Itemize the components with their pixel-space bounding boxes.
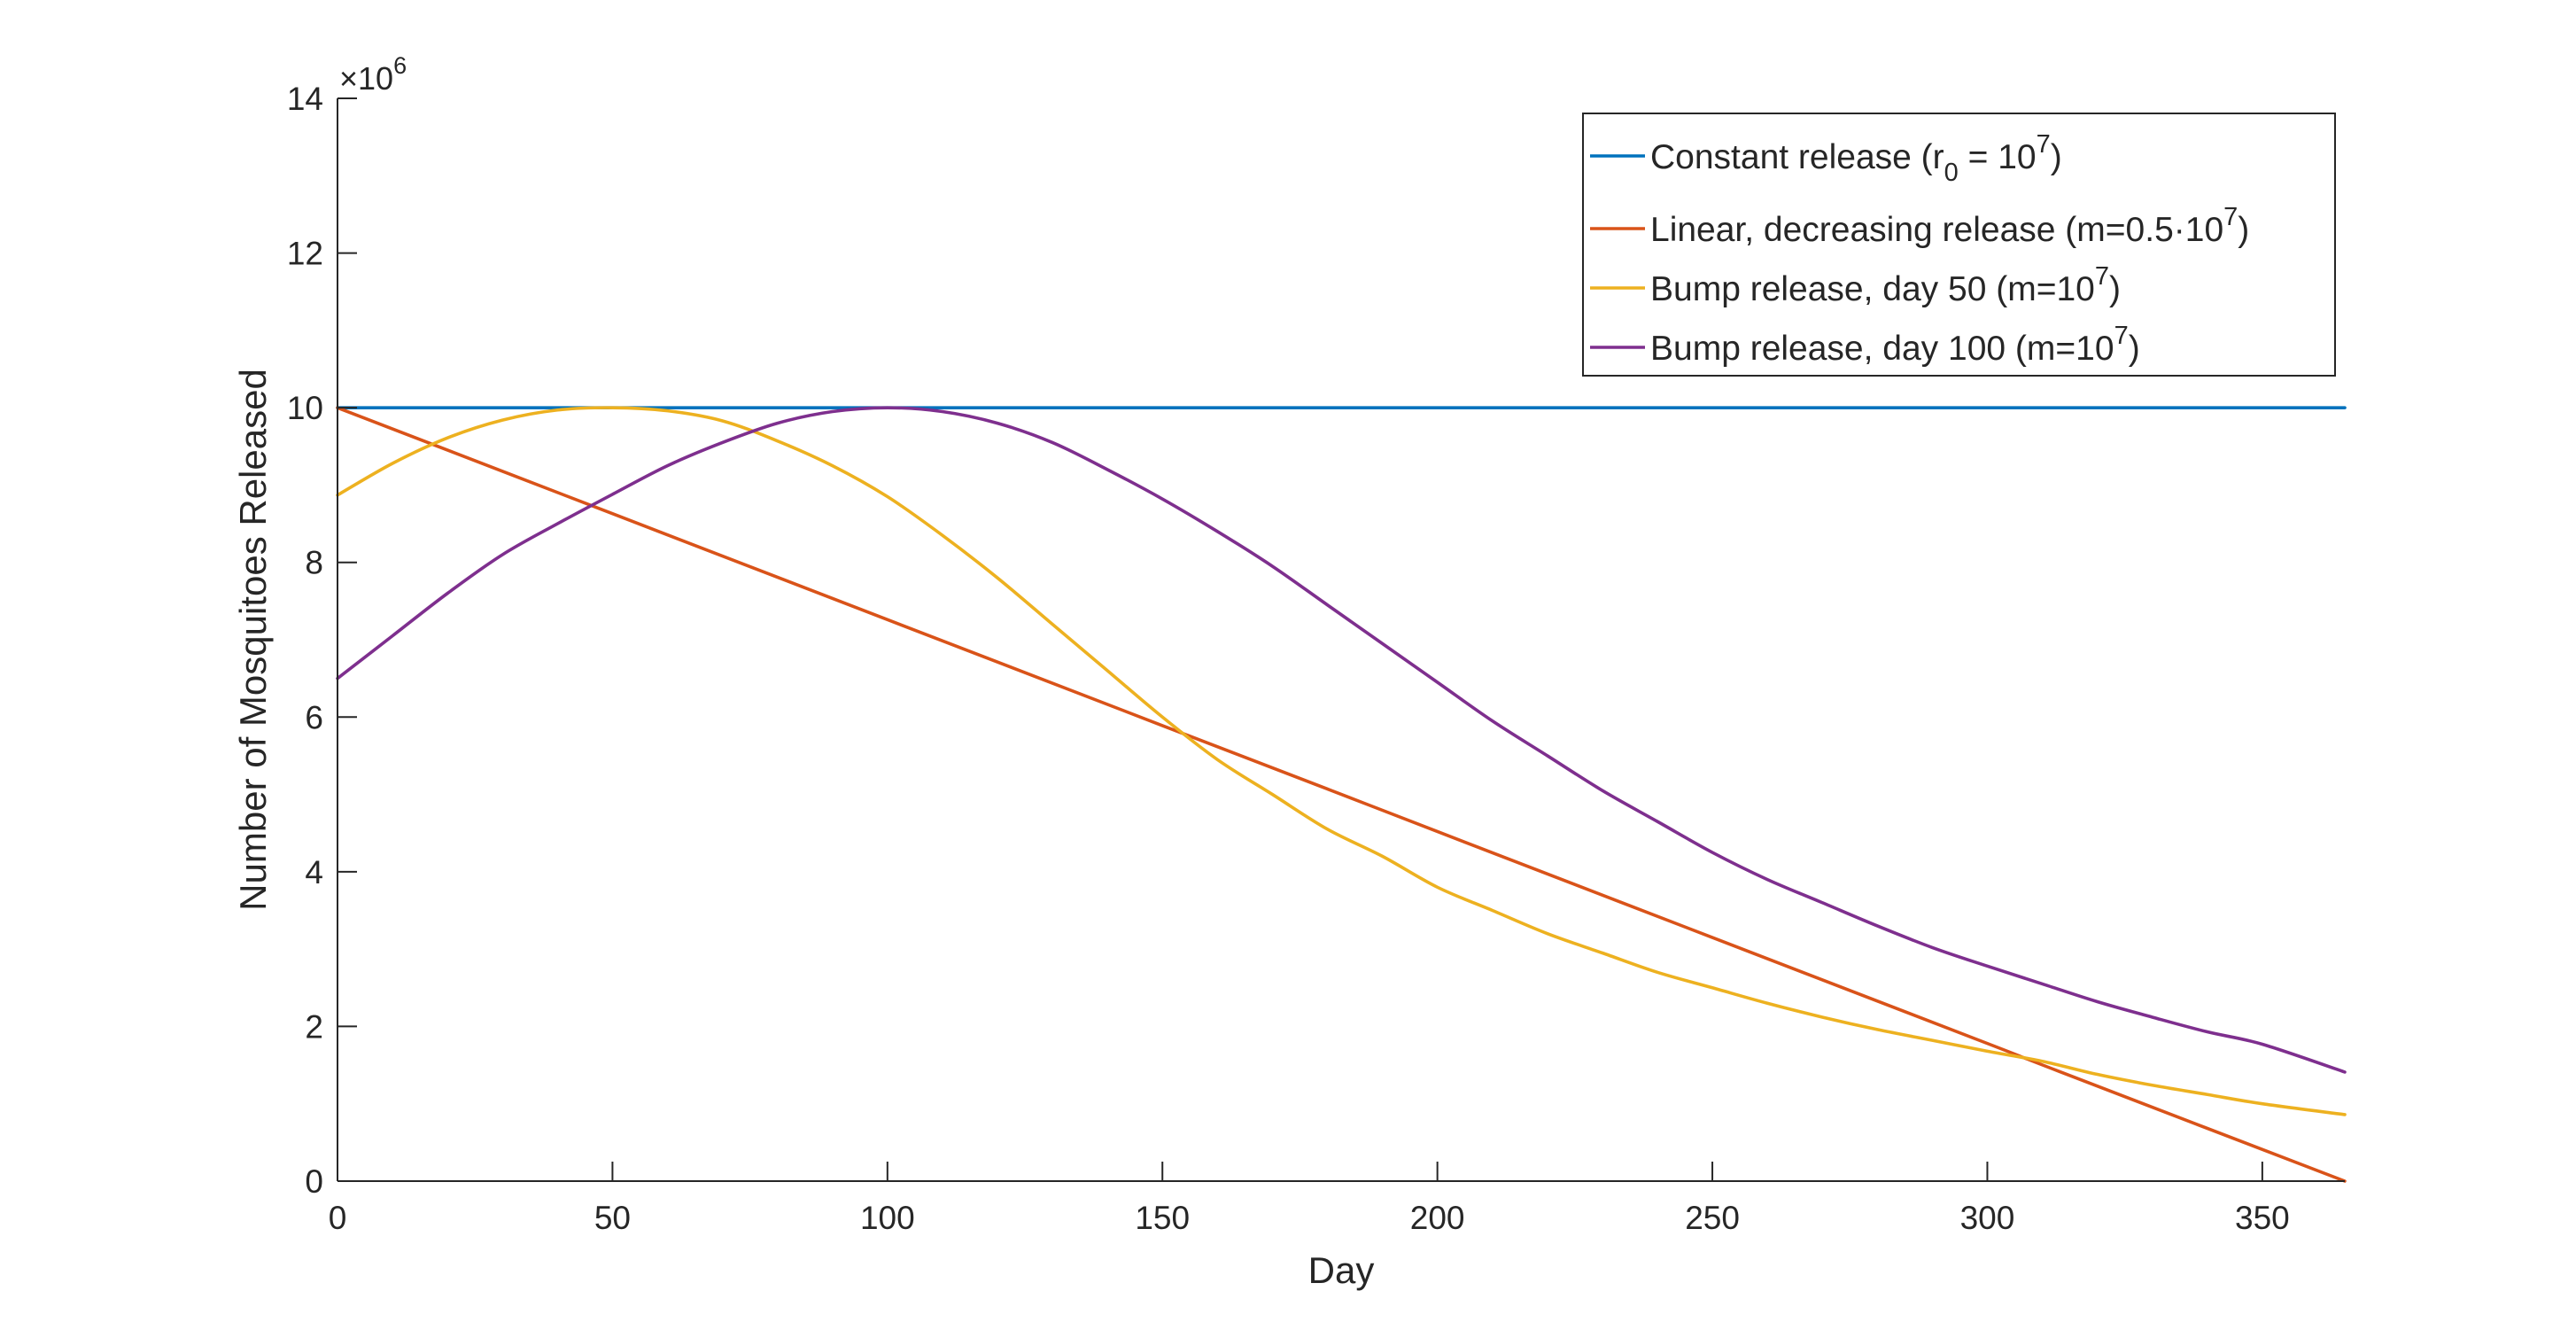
x-tick-label: 50 (594, 1200, 631, 1236)
axes (337, 98, 2345, 1182)
x-tick-label: 150 (1135, 1200, 1190, 1236)
y-tick-label: 2 (305, 1008, 323, 1045)
x-tick-label: 300 (1960, 1200, 2015, 1236)
x-tick-label: 350 (2235, 1200, 2290, 1236)
y-axis-label: Number of Mosquitoes Released (232, 369, 274, 911)
y-tick-label: 4 (305, 854, 323, 890)
x-tick-label: 0 (329, 1200, 347, 1236)
y-exponent-power: 6 (393, 52, 407, 79)
y-tick-label: 12 (287, 236, 323, 272)
y-axis-exponent-label: ×106 (339, 52, 407, 97)
series-group (336, 406, 2347, 1183)
legend-label-3: Bump release, day 50 (m=107) (1650, 262, 2121, 308)
series-line-2 (336, 406, 2347, 1183)
x-axis-label: Day (1308, 1249, 1375, 1291)
legend-label-2: Linear, decreasing release (m=0.5·107) (1650, 203, 2249, 249)
y-tick-label: 8 (305, 545, 323, 581)
legend-label-4: Bump release, day 100 (m=107) (1650, 322, 2140, 368)
legend: Constant release (r0 = 107) Linear, decre… (1582, 113, 2336, 377)
y-exponent-base: ×10 (339, 60, 393, 97)
series-line-3 (336, 406, 2347, 1116)
ticks: 0 50 100 150 200 250 300 350 0 2 4 6 8 10 12 14 (287, 81, 2290, 1236)
legend-label-1: Constant release (r0 = 107) (1650, 130, 2062, 187)
x-tick-label: 100 (860, 1200, 915, 1236)
y-tick-label: 10 (287, 390, 323, 426)
legend-box (1582, 113, 2336, 377)
y-tick-label: 0 (305, 1163, 323, 1200)
x-tick-label: 200 (1410, 1200, 1465, 1236)
series-line-4 (336, 406, 2347, 1074)
y-tick-label: 6 (305, 699, 323, 735)
x-tick-label: 250 (1685, 1200, 1740, 1236)
y-tick-label: 14 (287, 81, 323, 117)
